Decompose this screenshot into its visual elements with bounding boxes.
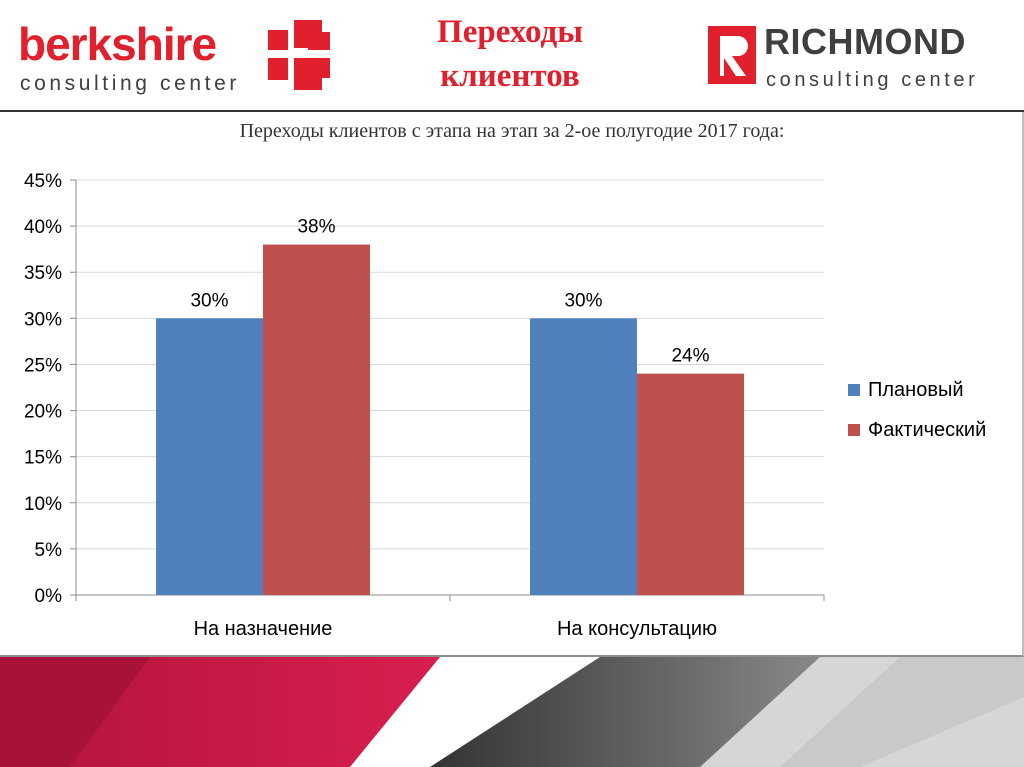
- chart-title: Переходы клиентов с этапа на этап за 2-о…: [239, 120, 785, 142]
- y-tick-label: 15%: [24, 448, 62, 469]
- y-tick-label: 0%: [35, 586, 63, 607]
- slide-title: Переходы клиентов: [437, 14, 583, 94]
- legend-label-fact: Фактический: [868, 418, 987, 441]
- y-tick-label: 25%: [24, 355, 62, 376]
- bar-fact: [263, 244, 370, 596]
- bar-plan: [156, 318, 263, 595]
- svg-text:consulting center: consulting center: [766, 69, 978, 91]
- data-label: 38%: [297, 217, 335, 238]
- y-tick-label: 35%: [24, 263, 62, 284]
- bar-chart: 0% 5% 10% 15% 20% 25% 30% 35% 40% 45% 30% 38% На наз…: [24, 171, 825, 640]
- berkshire-logo: berkshire consulting center: [18, 18, 330, 95]
- legend-item-fact: Фактический: [848, 410, 986, 450]
- svg-text:RICHMOND: RICHMOND: [764, 21, 966, 62]
- category-label: На консультацию: [557, 618, 717, 640]
- y-tick-label: 10%: [24, 494, 62, 515]
- legend-swatch-fact: [848, 424, 860, 436]
- y-tick-label: 40%: [24, 217, 62, 238]
- legend-item-plan: Плановый: [848, 370, 986, 410]
- data-label: 30%: [190, 290, 228, 311]
- legend-label-plan: Плановый: [868, 378, 964, 401]
- y-tick-label: 5%: [35, 540, 63, 561]
- header-divider: [0, 110, 1024, 112]
- y-tick-label: 20%: [24, 402, 62, 423]
- slide-header: berkshire consulting center Переходы кли…: [0, 0, 1024, 112]
- data-label: 30%: [564, 290, 602, 311]
- bar-plan: [530, 318, 637, 595]
- legend-swatch-plan: [848, 384, 860, 396]
- bar-fact: [637, 373, 744, 595]
- r-emblem-icon: [708, 26, 756, 84]
- y-tick-label: 45%: [24, 171, 62, 192]
- richmond-logo: RICHMOND consulting center: [708, 21, 978, 91]
- y-tick-label: 30%: [24, 309, 62, 330]
- svg-text:berkshire: berkshire: [18, 18, 217, 70]
- svg-text:consulting center: consulting center: [20, 72, 240, 95]
- data-label: 24%: [671, 346, 709, 367]
- category-label: На назначение: [194, 618, 333, 640]
- chart-legend: Плановый Фактический: [848, 370, 986, 450]
- decorative-footer: [0, 657, 1024, 767]
- cross-icon: [268, 20, 330, 90]
